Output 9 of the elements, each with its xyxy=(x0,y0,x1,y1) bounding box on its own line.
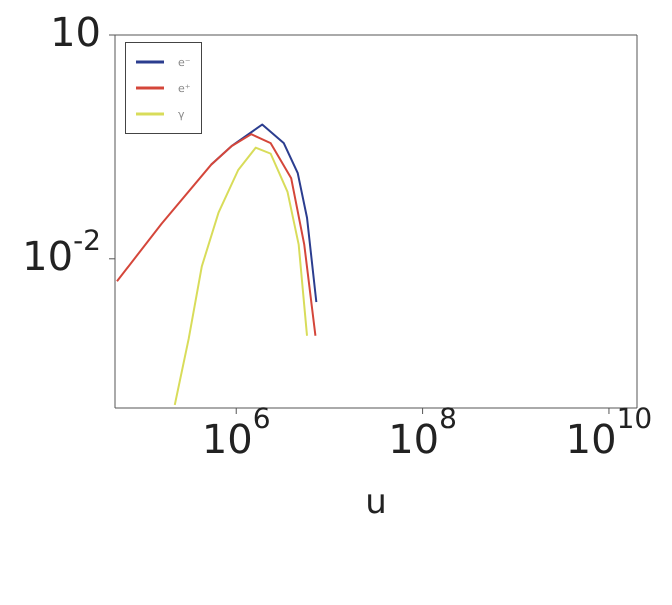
x-axis-title: u xyxy=(365,482,387,522)
legend-label: e⁻ xyxy=(178,56,191,68)
x-tick-label: 10$^{10}$ xyxy=(566,402,652,463)
legend-label: e⁺ xyxy=(178,82,191,94)
legend-label: γ xyxy=(178,108,185,120)
x-tick-label: 10$^{6}$ xyxy=(202,402,271,463)
y-tick-label: 10 xyxy=(50,10,101,56)
y-tick-label: 10$^{-2}$ xyxy=(22,224,101,280)
x-tick-label: 10$^{8}$ xyxy=(388,402,457,463)
